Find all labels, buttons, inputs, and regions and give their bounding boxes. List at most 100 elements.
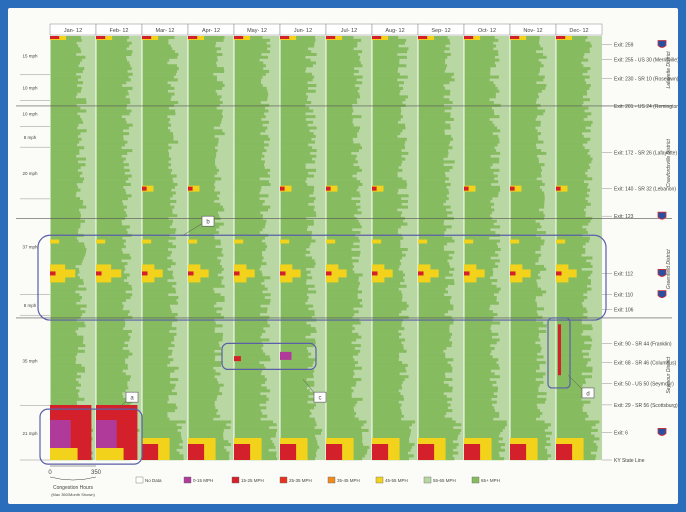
bar-65plus	[372, 372, 400, 376]
bar-65plus	[280, 307, 309, 311]
bar-65plus	[188, 211, 218, 215]
bar-65plus	[326, 174, 353, 178]
bar-65plus	[234, 327, 264, 331]
bar-65plus	[326, 301, 360, 305]
bar-45-55	[50, 269, 76, 278]
bar-65plus	[188, 250, 222, 254]
bar-65plus	[234, 50, 270, 54]
bar-65plus	[280, 321, 307, 325]
bar-65plus	[418, 174, 446, 178]
bar-65plus	[50, 259, 83, 263]
bar-65plus	[556, 92, 588, 96]
bar-65plus	[142, 293, 169, 297]
bar-65plus	[464, 86, 498, 90]
bar-65plus	[464, 248, 501, 252]
bar-45-55	[510, 269, 531, 278]
bar-65plus	[280, 267, 307, 271]
bar-65plus	[96, 245, 126, 249]
month-label: Oct- 12	[478, 28, 496, 34]
bar-65plus	[464, 380, 497, 384]
bar-65plus	[556, 279, 591, 283]
bar-65plus	[280, 378, 307, 382]
bar-65plus	[510, 126, 536, 130]
bar-65plus	[556, 95, 583, 99]
bar-65plus	[234, 123, 263, 127]
bar-65plus	[464, 409, 496, 413]
bar-65plus	[372, 214, 401, 218]
bar-65plus	[418, 75, 452, 79]
bar-65plus	[50, 313, 83, 317]
bar-65plus	[464, 126, 498, 130]
bar-65plus	[418, 287, 446, 291]
bar-65plus	[418, 242, 448, 246]
bar-65plus	[280, 199, 314, 203]
bar-65plus	[418, 115, 451, 119]
bar-65plus	[234, 140, 264, 144]
bar-65plus	[418, 315, 452, 319]
bar-65plus	[142, 279, 168, 283]
bar-65plus	[96, 380, 128, 384]
bar-65plus	[96, 177, 129, 181]
bar-65plus	[50, 72, 77, 76]
bar-65plus	[372, 69, 398, 73]
bar-65plus	[188, 355, 216, 359]
bar-65plus	[234, 307, 268, 311]
bar-65plus	[464, 103, 501, 107]
bar-65plus	[464, 383, 493, 387]
bar-65plus	[326, 109, 354, 113]
bar-65plus	[96, 188, 126, 192]
bar-65plus	[280, 109, 314, 113]
bar-65plus	[418, 214, 448, 218]
bar-65plus	[234, 129, 266, 133]
bar-65plus	[418, 411, 447, 415]
bar-65plus	[372, 366, 406, 370]
bar-65plus	[326, 58, 360, 62]
bar-65plus	[142, 361, 171, 365]
bar-65plus	[510, 321, 544, 325]
bar-65plus	[556, 428, 598, 432]
bar-45-55	[234, 239, 244, 244]
bar-65plus	[188, 361, 223, 365]
bar-65plus	[142, 205, 175, 209]
bar-65plus	[188, 194, 218, 198]
bar-65plus	[418, 109, 445, 113]
bar-65plus	[234, 143, 269, 147]
bar-65plus	[556, 386, 582, 390]
bar-65plus	[556, 149, 590, 153]
bar-65plus	[464, 64, 497, 68]
bar-65plus	[326, 168, 362, 172]
bar-65plus	[234, 236, 265, 240]
bar-65plus	[418, 245, 444, 249]
bar-65plus	[326, 52, 359, 56]
bar-65plus	[142, 355, 169, 359]
bar-65plus	[372, 75, 408, 79]
bar-65plus	[188, 44, 216, 48]
incident-bar	[234, 356, 241, 362]
bar-65plus	[372, 134, 398, 138]
bar-65plus	[326, 284, 359, 288]
bar-65plus	[510, 78, 544, 82]
bar-65plus	[372, 55, 407, 59]
bar-65plus	[556, 103, 583, 107]
bar-65plus	[96, 205, 127, 209]
bar-65plus	[234, 369, 263, 373]
annotation-box-c	[221, 342, 317, 370]
bar-65plus	[556, 287, 592, 291]
bar-65plus	[326, 332, 359, 336]
bar-65plus	[372, 378, 405, 382]
bar-65plus	[96, 69, 128, 73]
bar-65plus	[234, 205, 271, 209]
bar-65plus	[142, 67, 179, 71]
x-axis-title: Congestion Hours	[53, 485, 94, 491]
bar-65plus	[234, 67, 264, 71]
bar-65plus	[280, 335, 306, 339]
bar-65plus	[418, 58, 446, 62]
bar-65plus	[372, 191, 398, 195]
bar-65plus	[142, 290, 177, 294]
bar-65plus	[510, 151, 547, 155]
bar-65plus	[418, 106, 452, 110]
bar-65plus	[188, 86, 223, 90]
bar-65plus	[142, 375, 171, 379]
bar-65plus	[510, 411, 543, 415]
bar-65plus	[142, 180, 174, 184]
